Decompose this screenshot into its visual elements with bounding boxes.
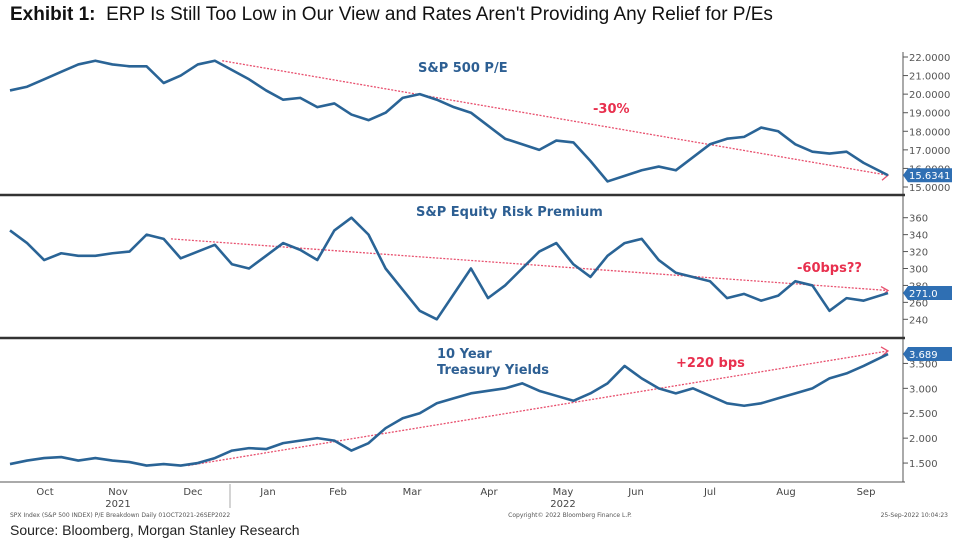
trend-line — [222, 60, 889, 176]
y-tick-label: 3.500 — [909, 359, 938, 370]
trend-arrowhead — [880, 346, 890, 357]
x-month-label: Oct — [36, 487, 53, 498]
panel-title-line2: Treasury Yields — [437, 363, 549, 378]
y-tick-label: 240 — [909, 315, 928, 326]
y-tick-label: 300 — [909, 265, 928, 276]
x-month-label: Jan — [259, 487, 275, 498]
y-tick-label: 20.0000 — [909, 90, 950, 101]
y-tick-label: 21.0000 — [909, 72, 950, 83]
y-tick-label: 2.500 — [909, 409, 938, 420]
exhibit-number: Exhibit 1: — [10, 4, 96, 25]
trend-annotation: -60bps?? — [797, 261, 862, 276]
y-tick-label: 1.500 — [909, 459, 938, 470]
x-month-label: Jul — [703, 487, 716, 498]
trend-annotation: -30% — [593, 102, 630, 117]
footer-left: SPX Index (S&P 500 INDEX) P/E Breakdown … — [10, 512, 230, 519]
x-month-label: Feb — [329, 487, 347, 498]
exhibit-title: Exhibit 1: ERP Is Still Too Low in Our V… — [10, 4, 773, 26]
y-tick-label: 22.0000 — [909, 53, 950, 64]
panel-title: S&P Equity Risk Premium — [416, 205, 603, 220]
x-month-label: Aug — [776, 487, 796, 498]
x-year-label: 2022 — [550, 499, 575, 510]
series-line — [9, 352, 889, 467]
last-value-label: 271.0 — [909, 289, 938, 300]
last-value-label: 3.689 — [909, 350, 938, 361]
panel-title-line1: 10 Year — [437, 347, 492, 362]
last-value-label: 15.6341 — [909, 171, 950, 182]
last-value-box — [903, 286, 952, 301]
y-tick-label: 360 — [909, 214, 928, 225]
y-tick-label: 15.0000 — [909, 183, 950, 194]
last-value-box — [903, 347, 952, 362]
x-month-label: Apr — [480, 487, 498, 498]
x-month-label: Mar — [403, 487, 423, 498]
x-month-label: May — [553, 487, 574, 498]
y-tick-label: 320 — [909, 248, 928, 259]
y-tick-label: 2.000 — [909, 434, 938, 445]
x-year-label: 2021 — [105, 499, 130, 510]
y-tick-label: 17.0000 — [909, 146, 950, 157]
last-value-box — [903, 168, 952, 183]
trend-line — [187, 350, 889, 467]
series-line — [9, 59, 889, 183]
source-note: Source: Bloomberg, Morgan Stanley Resear… — [10, 522, 300, 538]
y-tick-label: 18.0000 — [909, 127, 950, 138]
panel-title: S&P 500 P/E — [418, 61, 508, 76]
exhibit-heading: ERP Is Still Too Low in Our View and Rat… — [106, 4, 773, 25]
x-month-label: Nov — [108, 487, 128, 498]
trend-line — [170, 238, 889, 292]
x-month-label: Dec — [183, 487, 202, 498]
y-tick-label: 19.0000 — [909, 109, 950, 120]
y-tick-label: 3.000 — [909, 384, 938, 395]
trend-annotation: +220 bps — [676, 356, 745, 371]
footer-timestamp: 25-Sep-2022 10:04:23 — [881, 512, 949, 519]
footer-copyright: Copyright© 2022 Bloomberg Finance L.P. — [508, 512, 632, 519]
y-tick-label: 260 — [909, 298, 928, 309]
x-month-label: Sep — [857, 487, 876, 498]
y-tick-label: 340 — [909, 231, 928, 242]
series-line — [9, 216, 889, 321]
x-month-label: Jun — [627, 487, 644, 498]
